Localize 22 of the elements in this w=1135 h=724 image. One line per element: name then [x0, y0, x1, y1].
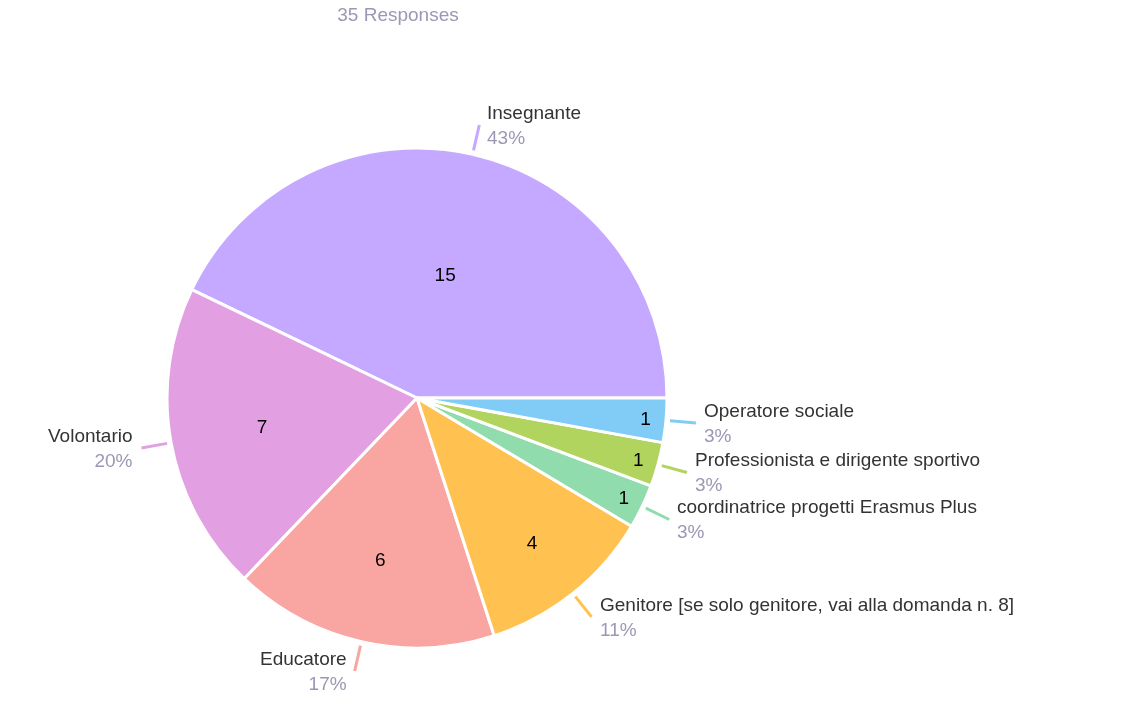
text: 3% — [704, 424, 732, 446]
data-label: 1 — [640, 408, 651, 430]
text: 3% — [677, 520, 705, 542]
data-label: 6 — [374, 548, 386, 570]
data-label: 7 — [256, 415, 268, 437]
slice-label: Educatore — [260, 648, 347, 669]
chart-title: 35 Responses — [337, 3, 459, 25]
slice-label: Genitore [se solo genitore, vai alla domanda n. 8] — [600, 594, 1015, 615]
text: 3% — [695, 473, 723, 495]
text: 20% — [94, 449, 133, 471]
slice-label: Insegnante — [487, 102, 582, 123]
data-label: 1 — [632, 448, 644, 470]
slice-label: Operatore sociale — [704, 400, 854, 421]
data-label: 4 — [526, 532, 538, 554]
text: 11% — [600, 618, 637, 640]
text: 17% — [308, 672, 347, 694]
data-label: 15 — [434, 264, 456, 286]
slice-label: Volontario — [48, 425, 133, 446]
slice-label: coordinatrice progetti Erasmus Plus — [677, 496, 977, 517]
data-label: 1 — [618, 487, 629, 509]
slice-label: Professionista e dirigente sportivo — [695, 449, 981, 470]
text: 43% — [487, 126, 526, 148]
